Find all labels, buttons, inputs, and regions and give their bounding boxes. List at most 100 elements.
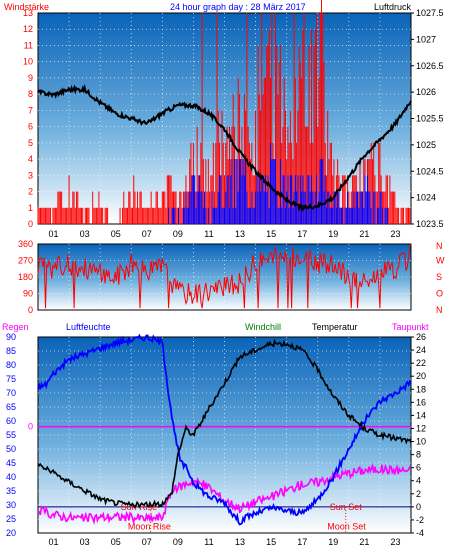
left-tick-label: 1 bbox=[28, 203, 33, 213]
temperature-tick-label: 4 bbox=[416, 476, 421, 486]
x-tick-label: 13 bbox=[235, 229, 245, 239]
pressure-line bbox=[37, 83, 412, 213]
temperature-tick-label: 14 bbox=[416, 410, 426, 420]
left-tick-label: 7 bbox=[28, 105, 33, 115]
left-tick-label: 10 bbox=[23, 57, 33, 67]
left-tick-label: 2 bbox=[28, 187, 33, 197]
right-tick-label: 1025 bbox=[416, 140, 436, 150]
left-tick-label: 4 bbox=[28, 154, 33, 164]
left-tick-label: 12 bbox=[23, 24, 33, 34]
humidity-tick-label: 40 bbox=[6, 472, 16, 482]
humidity-tick-label: 75 bbox=[6, 374, 16, 384]
x-tick-label: 19 bbox=[328, 229, 338, 239]
right-tick-label: 1024.5 bbox=[416, 166, 444, 176]
x-tick-label: 23 bbox=[390, 537, 400, 547]
x-tick-label: 05 bbox=[111, 229, 121, 239]
x-tick-label: 09 bbox=[173, 229, 183, 239]
right-axis-title: Luftdruck bbox=[374, 2, 412, 12]
x-tick-label: 07 bbox=[142, 537, 152, 547]
right-tick-label: 1027.5 bbox=[416, 8, 444, 18]
x-tick-label: 11 bbox=[204, 537, 213, 547]
humidity-tick-label: 20 bbox=[6, 528, 16, 538]
temperature-tick-label: 18 bbox=[416, 384, 426, 394]
left-tick-label: 8 bbox=[28, 89, 33, 99]
humidity-tick-label: 90 bbox=[6, 332, 16, 342]
x-tick-label: 01 bbox=[49, 229, 59, 239]
moonrise-label: Moon Rise bbox=[128, 521, 171, 531]
left-tick-label: 9 bbox=[28, 73, 33, 83]
x-tick-label: 03 bbox=[80, 229, 90, 239]
humidity-tick-label: 70 bbox=[6, 388, 16, 398]
temperature-tick-label: 22 bbox=[416, 358, 426, 368]
compass-label: W bbox=[436, 256, 445, 266]
rain-label: Regen bbox=[2, 322, 29, 332]
temperature-tick-label: 0 bbox=[416, 502, 421, 512]
wind-direction-line bbox=[37, 243, 412, 309]
temperature-tick-label: 10 bbox=[416, 437, 426, 447]
x-tick-label: 17 bbox=[297, 229, 307, 239]
x-tick-label: 13 bbox=[235, 537, 245, 547]
humidity-tick-label: 85 bbox=[6, 346, 16, 356]
temperature-tick-label: 24 bbox=[416, 345, 426, 355]
x-tick-label: 23 bbox=[390, 229, 400, 239]
left-tick-label: 13 bbox=[23, 8, 33, 18]
left-tick-label: 11 bbox=[24, 40, 33, 50]
humidity-tick-label: 80 bbox=[6, 360, 16, 370]
right-tick-label: 1026.5 bbox=[416, 61, 444, 71]
sunset-label: Sun Set bbox=[330, 502, 363, 512]
humidity-tick-label: 50 bbox=[6, 444, 16, 454]
right-tick-label: 1027 bbox=[416, 34, 436, 44]
temperature-label: Temperatur bbox=[312, 322, 358, 332]
compass-label: O bbox=[436, 289, 443, 299]
direction-tick-label: 360 bbox=[18, 239, 33, 249]
temperature-tick-label: 16 bbox=[416, 397, 426, 407]
x-tick-label: 05 bbox=[111, 537, 121, 547]
humidity-tick-label: 60 bbox=[6, 416, 16, 426]
x-tick-label: 11 bbox=[204, 229, 213, 239]
direction-tick-label: 180 bbox=[18, 272, 33, 282]
temperature-tick-label: 2 bbox=[416, 489, 421, 499]
right-tick-label: 1024 bbox=[416, 193, 436, 203]
x-tick-label: 19 bbox=[328, 537, 338, 547]
left-tick-label: 0 bbox=[28, 219, 33, 229]
direction-tick-label: 90 bbox=[23, 289, 33, 299]
temperature-tick-label: 8 bbox=[416, 450, 421, 460]
x-tick-label: 15 bbox=[266, 229, 276, 239]
temperature-tick-label: 12 bbox=[416, 423, 426, 433]
chart-title: 24 hour graph day : 28 März 2017 bbox=[170, 2, 306, 12]
humidity-tick-label: 55 bbox=[6, 430, 16, 440]
humidity-label: Luftfeuchte bbox=[66, 322, 111, 332]
direction-tick-label: 270 bbox=[18, 256, 33, 266]
humidity-tick-label: 35 bbox=[6, 486, 16, 496]
direction-tick-label: 0 bbox=[28, 305, 33, 315]
temperature-tick-label: 26 bbox=[416, 332, 426, 342]
windchill-label: Windchill bbox=[245, 322, 281, 332]
temperature-tick-label: 6 bbox=[416, 463, 421, 473]
temperature-line bbox=[37, 338, 412, 509]
humidity-tick-label: 30 bbox=[6, 500, 16, 510]
x-tick-label: 07 bbox=[142, 229, 152, 239]
humidity-tick-label: 25 bbox=[6, 514, 16, 524]
humidity-tick-label: 65 bbox=[6, 402, 16, 412]
pressure-wind-panel: 0123456789101112131023.510241024.5102510… bbox=[23, 0, 444, 239]
compass-label: N bbox=[436, 241, 443, 251]
dewpoint-label: Taupunkt bbox=[392, 322, 429, 332]
temperature-tick-label: 20 bbox=[416, 371, 426, 381]
x-tick-label: 03 bbox=[80, 537, 90, 547]
left-tick-label: 5 bbox=[28, 138, 33, 148]
x-tick-label: 21 bbox=[359, 537, 369, 547]
x-tick-label: 17 bbox=[297, 537, 307, 547]
right-tick-label: 1023.5 bbox=[416, 219, 444, 229]
rain-zero-label: 0 bbox=[28, 422, 33, 432]
x-tick-label: 21 bbox=[359, 229, 369, 239]
temperature-tick-label: -4 bbox=[416, 528, 424, 538]
moonset-label: Moon Set bbox=[327, 521, 366, 531]
x-tick-label: 01 bbox=[49, 537, 59, 547]
left-tick-label: 6 bbox=[28, 122, 33, 132]
left-axis-title: Windstärke bbox=[4, 2, 49, 12]
compass-label: S bbox=[436, 272, 442, 282]
humidity-tick-label: 45 bbox=[6, 458, 16, 468]
